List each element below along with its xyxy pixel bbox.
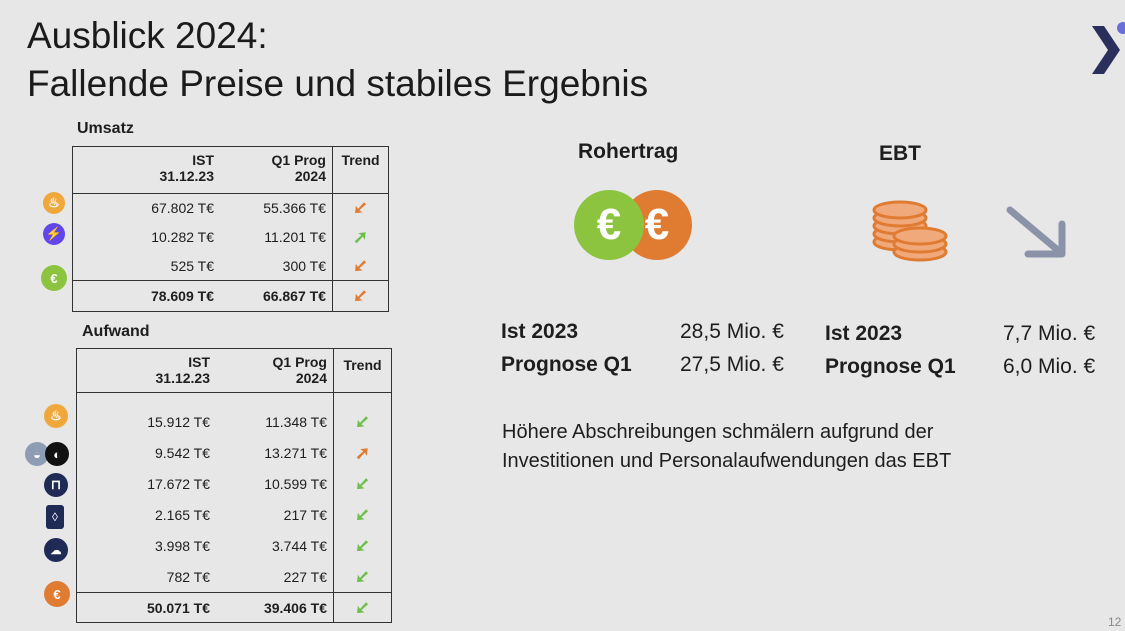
pipe-icon: ⊓ xyxy=(44,473,68,497)
ebt-prog-value: 6,0 Mio. € xyxy=(1003,355,1096,378)
table-row: 782 T€ 227 T€ ➘ xyxy=(77,561,392,593)
table-total-row: 50.071 T€ 39.406 T€ ➘ xyxy=(76,592,392,623)
trend-down-icon: ➘ xyxy=(352,569,373,585)
slide-title-line1: Ausblick 2024: xyxy=(27,15,268,56)
table-row: 3.998 T€ 3.744 T€ ➘ xyxy=(77,530,392,562)
umsatz-header-ist: IST 31.12.23 xyxy=(159,152,215,184)
note-line1: Höhere Abschreibungen schmälern aufgrund… xyxy=(502,421,934,443)
trend-down-icon: ➘ xyxy=(350,288,371,304)
piggy-bank-icon: ◐ xyxy=(45,442,69,466)
aufwand-header-ist: IST 31.12.23 xyxy=(155,354,211,386)
rohertrag-prog-label: Prognose Q1 xyxy=(501,353,632,376)
coin-stack-icon xyxy=(872,200,948,262)
table-row: 9.542 T€ 13.271 T€ ➚ xyxy=(77,437,392,469)
trend-up-icon: ➚ xyxy=(354,443,371,463)
ebt-prog-label: Prognose Q1 xyxy=(825,355,956,378)
aufwand-header-prog: Q1 Prog 2024 xyxy=(272,354,327,386)
trend-down-icon: ➘ xyxy=(352,476,373,492)
note-line2: Investitionen und Personalaufwendungen d… xyxy=(502,450,952,472)
ebt-ist-value: 7,7 Mio. € xyxy=(1003,322,1096,345)
umsatz-table: IST 31.12.23 Q1 Prog 2024 Trend 67.802 T€ … xyxy=(72,146,389,312)
page-number: 12 xyxy=(1108,615,1122,629)
ebt-ist-label: Ist 2023 xyxy=(825,322,903,345)
lightning-icon: ⚡ xyxy=(43,223,65,245)
rohertrag-ist-label: Ist 2023 xyxy=(501,320,579,343)
trend-down-icon: ➘ xyxy=(352,507,373,523)
aufwand-label: Aufwand xyxy=(82,323,150,340)
aufwand-table: IST 31.12.23 Q1 Prog 2024 Trend 15.912 T€ … xyxy=(76,348,392,623)
aufwand-header-trend: Trend xyxy=(333,348,392,393)
umsatz-label: Umsatz xyxy=(77,120,134,137)
table-row: 17.672 T€ 10.599 T€ ➘ xyxy=(77,468,392,500)
table-row: 15.912 T€ 11.348 T€ ➘ xyxy=(77,406,392,438)
trend-down-large-icon xyxy=(1006,206,1066,258)
trend-down-icon: ➘ xyxy=(352,599,373,616)
cloud-icon: ☁ xyxy=(44,538,68,562)
trend-down-icon: ➘ xyxy=(350,200,371,216)
rohertrag-prog-value: 27,5 Mio. € xyxy=(680,353,784,376)
flame-icon: ♨ xyxy=(44,404,68,428)
euro-coin-green-icon: € xyxy=(574,190,644,260)
flame-icon: ♨ xyxy=(43,192,65,214)
slide-title-line2: Fallende Preise und stabiles Ergebnis xyxy=(27,63,649,104)
table-row: 2.165 T€ 217 T€ ➘ xyxy=(77,499,392,531)
table-row: 525 T€ 300 T€ ➘ xyxy=(73,251,389,281)
table-row: 67.802 T€ 55.366 T€ ➘ xyxy=(72,193,389,223)
umsatz-header-trend: Trend xyxy=(332,146,389,194)
ebt-label: EBT xyxy=(879,142,921,165)
trend-down-icon: ➘ xyxy=(352,538,373,554)
table-total-row: 78.609 T€ 66.867 T€ ➘ xyxy=(72,280,389,312)
euro-icon: € xyxy=(44,581,70,607)
trend-up-icon: ➚ xyxy=(352,227,369,247)
umsatz-header-prog: Q1 Prog 2024 xyxy=(271,152,326,184)
trend-down-icon: ➘ xyxy=(350,258,371,274)
drop-icon: ◊ xyxy=(46,505,64,529)
rohertrag-label: Rohertrag xyxy=(578,140,679,163)
euro-icon: € xyxy=(41,265,67,291)
table-row: 10.282 T€ 11.201 T€ ➚ xyxy=(73,222,389,252)
company-logo xyxy=(1092,22,1125,74)
trend-down-icon: ➘ xyxy=(352,414,373,430)
rohertrag-ist-value: 28,5 Mio. € xyxy=(680,320,784,343)
